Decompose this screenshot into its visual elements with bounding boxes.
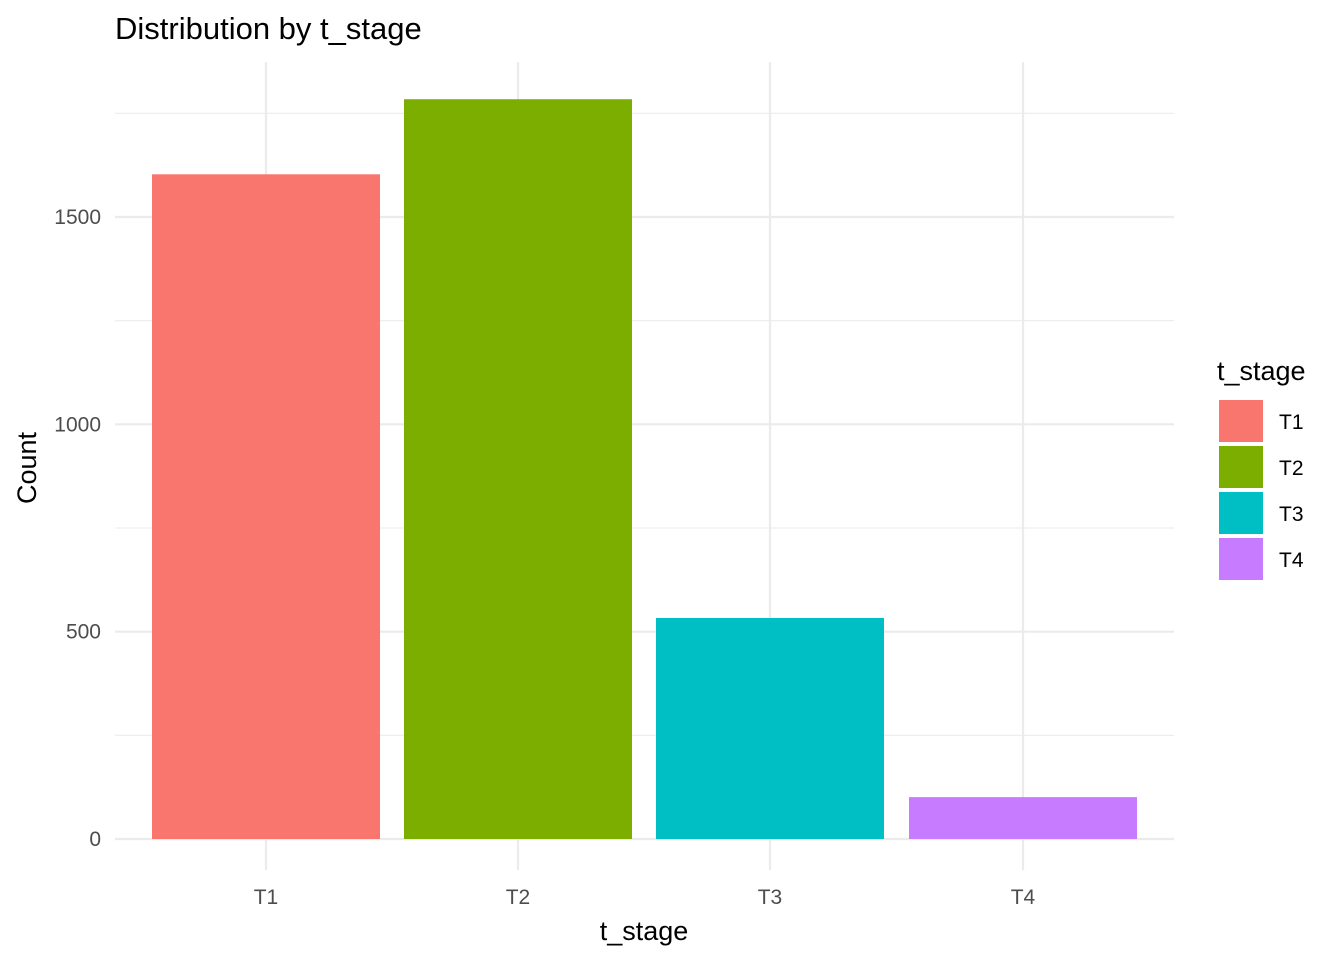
legend-label: T1 xyxy=(1279,411,1304,434)
x-axis-title: t_stage xyxy=(600,916,689,946)
x-tick-label: T3 xyxy=(758,886,783,909)
y-axis-title: Count xyxy=(12,431,42,504)
legend-label: T2 xyxy=(1279,457,1304,480)
bar-t2 xyxy=(404,99,632,839)
legend-swatch xyxy=(1219,400,1263,442)
bar-t4 xyxy=(909,797,1137,839)
x-axis-tick-labels: T1 T2 T3 T4 xyxy=(254,886,1036,909)
x-tick-label: T1 xyxy=(254,886,279,909)
legend-item-t3: T3 xyxy=(1219,492,1304,534)
bar-t3 xyxy=(656,617,884,839)
bars xyxy=(152,99,1137,840)
x-tick-label: T4 xyxy=(1011,886,1036,909)
y-axis-tick-labels: 0 500 1000 1500 xyxy=(54,206,101,851)
legend-title: t_stage xyxy=(1217,356,1306,386)
y-tick-label: 0 xyxy=(89,828,101,851)
bar-t1 xyxy=(152,174,380,840)
chart-title: Distribution by t_stage xyxy=(115,11,422,46)
legend-item-t4: T4 xyxy=(1219,538,1304,580)
y-tick-label: 1500 xyxy=(54,206,101,229)
legend-items: T1 T2 T3 T4 xyxy=(1219,400,1304,580)
legend-swatch xyxy=(1219,538,1263,580)
legend-label: T4 xyxy=(1279,549,1304,572)
legend-label: T3 xyxy=(1279,503,1304,526)
y-tick-label: 1000 xyxy=(54,413,101,436)
legend-swatch xyxy=(1219,492,1263,534)
legend-item-t1: T1 xyxy=(1219,400,1304,442)
x-tick-label: T2 xyxy=(506,886,531,909)
legend: t_stage T1 T2 T3 T4 xyxy=(1217,356,1306,580)
legend-item-t2: T2 xyxy=(1219,446,1304,488)
y-tick-label: 500 xyxy=(66,621,101,644)
legend-swatch xyxy=(1219,446,1263,488)
